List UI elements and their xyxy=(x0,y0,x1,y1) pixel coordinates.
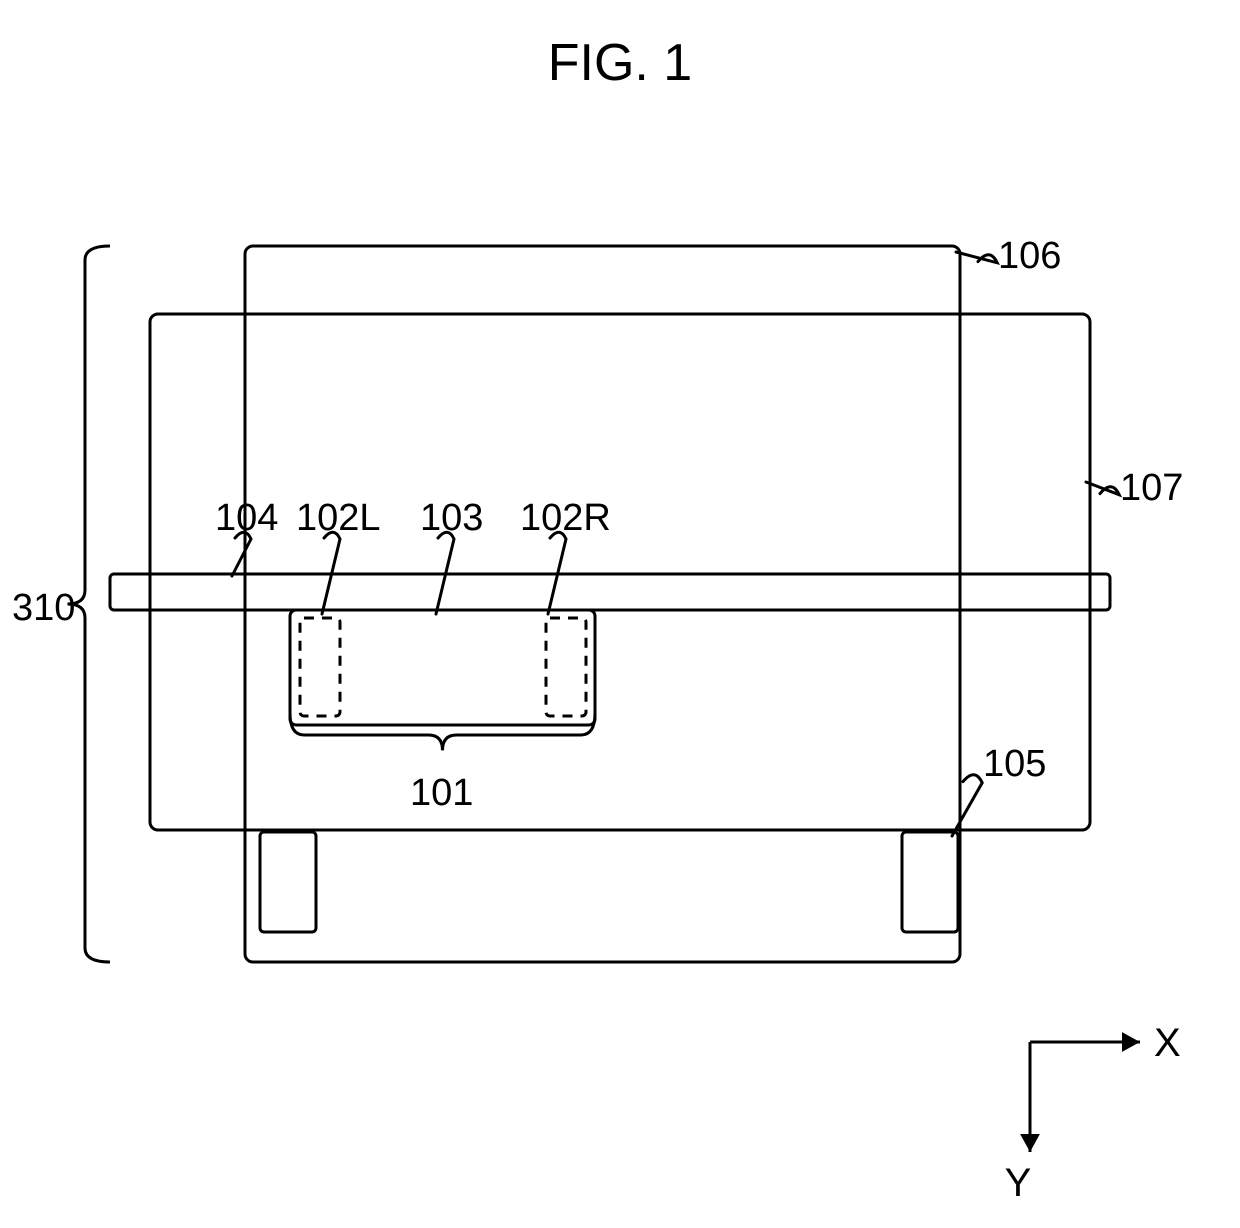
axis-x-label: X xyxy=(1154,1021,1181,1065)
label-310: 310 xyxy=(12,587,75,629)
leader-105 xyxy=(952,775,982,836)
label-107: 107 xyxy=(1120,467,1183,509)
label-106: 106 xyxy=(998,235,1061,277)
label-102l: 102L xyxy=(296,497,381,539)
label-102r: 102R xyxy=(520,497,611,539)
carriage-101 xyxy=(290,610,595,725)
label-103: 103 xyxy=(420,497,483,539)
roller-left xyxy=(260,832,316,932)
brace-101 xyxy=(290,713,595,750)
coordinate-axes: X Y xyxy=(1005,1021,1181,1205)
axis-y-label: Y xyxy=(1005,1161,1032,1205)
leader-106 xyxy=(956,252,997,263)
sensor-102l xyxy=(300,618,340,716)
platen-107 xyxy=(150,314,1090,830)
body-106 xyxy=(245,246,960,962)
label-104: 104 xyxy=(215,497,278,539)
label-101: 101 xyxy=(410,772,473,814)
roller-105 xyxy=(902,832,958,932)
sensor-102r xyxy=(546,618,586,716)
label-105: 105 xyxy=(983,743,1046,785)
figure-title: FIG. 1 xyxy=(548,34,692,92)
